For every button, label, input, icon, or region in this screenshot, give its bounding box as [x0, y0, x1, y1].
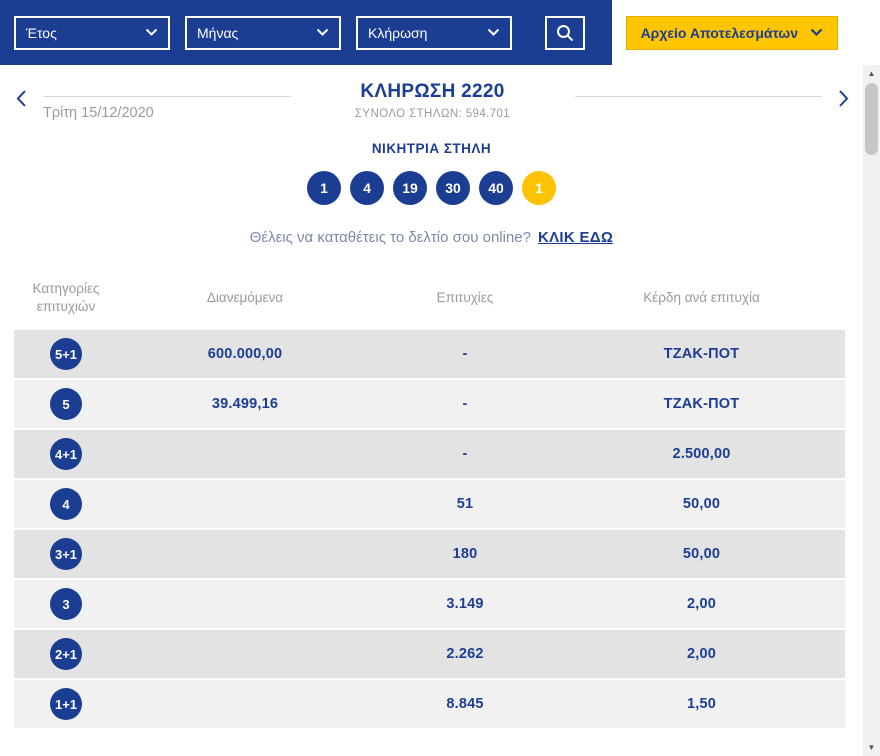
cell-wins: -	[462, 346, 468, 363]
winning-number: 30	[436, 171, 470, 205]
search-icon	[557, 24, 574, 41]
winning-numbers: 1 4 19 30 40 1	[0, 171, 863, 205]
cell-prize: 2,00	[686, 596, 717, 613]
cell-distributed: 600.000,00	[207, 346, 283, 363]
divider-line	[43, 96, 291, 97]
table-row: 5 39.499,16 - ΤΖΑΚ-ΠΟΤ	[14, 380, 845, 429]
table-row: 1+1 8.845 1,50	[14, 680, 845, 729]
cell-prize: ΤΖΑΚ-ΠΟΤ	[663, 396, 740, 413]
prev-draw-button[interactable]	[12, 89, 31, 111]
draw-title-block: ΚΛΗΡΩΣΗ 2220 ΣΥΝΟΛΟ ΣΤΗΛΩΝ: 594.701	[303, 81, 563, 120]
winning-column-section: ΝΙΚΗΤΡΙΑ ΣΤΗΛΗ 1 4 19 30 40 1	[0, 141, 863, 205]
category-badge: 5	[50, 388, 82, 421]
category-badge: 2+1	[50, 638, 82, 671]
header-wins: Επιτυχίες	[436, 290, 494, 306]
cell-wins: 2.262	[446, 646, 484, 663]
category-badge: 3	[50, 588, 82, 621]
winning-number: 19	[393, 171, 427, 205]
filters-toolbar: Έτος Μήνας Κλήρωση	[0, 0, 612, 65]
winning-number: 40	[479, 171, 513, 205]
online-bet-link[interactable]: ΚΛΙΚ ΕΔΩ	[538, 229, 614, 246]
header-categories: Κατηγορίες επιτυχιών	[32, 281, 100, 315]
chevron-down-icon	[145, 28, 158, 36]
cell-wins: 51	[456, 496, 474, 513]
table-row: 4+1 - 2.500,00	[14, 430, 845, 479]
chevron-left-icon	[16, 90, 26, 107]
table-row: 4 51 50,00	[14, 480, 845, 529]
header-prize: Κέρδη ανά επιτυχία	[643, 290, 760, 306]
online-bet-text: Θέλεις να καταθέτεις το δελτίο σου onlin…	[249, 229, 531, 246]
cell-wins: 3.149	[446, 596, 484, 613]
scrollbar: ▲ ▼	[863, 65, 880, 756]
header-left-block: Τρίτη 15/12/2020	[43, 81, 291, 121]
header-distributed: Διανεμόμενα	[206, 290, 284, 306]
cell-prize: 2.500,00	[672, 446, 731, 463]
month-select[interactable]: Μήνας	[185, 15, 341, 50]
draw-header: Τρίτη 15/12/2020 ΚΛΗΡΩΣΗ 2220 ΣΥΝΟΛΟ ΣΤΗ…	[0, 65, 863, 121]
results-table-header: Κατηγορίες επιτυχιών Διανεμόμενα Επιτυχί…	[14, 274, 845, 330]
cell-prize: ΤΖΑΚ-ΠΟΤ	[663, 346, 740, 363]
cell-prize: 50,00	[682, 496, 721, 513]
archive-results-button[interactable]: Αρχείο Αποτελεσμάτων	[625, 15, 838, 50]
winning-number: 1	[307, 171, 341, 205]
cell-wins: -	[462, 446, 468, 463]
table-row: 2+1 2.262 2,00	[14, 630, 845, 679]
scroll-up-button[interactable]: ▲	[863, 65, 880, 82]
search-button[interactable]	[545, 15, 585, 50]
category-badge: 3+1	[50, 538, 82, 571]
chevron-right-icon	[839, 90, 849, 107]
winning-column-title: ΝΙΚΗΤΡΙΑ ΣΤΗΛΗ	[371, 141, 492, 156]
header-right-block	[574, 81, 822, 97]
category-badge: 1+1	[50, 688, 82, 721]
results-table: Κατηγορίες επιτυχιών Διανεμόμενα Επιτυχί…	[14, 274, 845, 729]
table-row: 3+1 180 50,00	[14, 530, 845, 579]
cell-wins: -	[462, 396, 468, 413]
divider-line	[574, 96, 822, 97]
archive-area: Αρχείο Αποτελεσμάτων	[612, 0, 880, 65]
joker-number: 1	[522, 171, 556, 205]
table-row: 3 3.149 2,00	[14, 580, 845, 629]
cell-wins: 180	[452, 546, 478, 563]
draw-date: Τρίτη 15/12/2020	[43, 105, 154, 121]
online-bet-line: Θέλεις να καταθέτεις το δελτίο σου onlin…	[0, 229, 863, 246]
table-row: 5+1 600.000,00 - ΤΖΑΚ-ΠΟΤ	[14, 330, 845, 379]
category-badge: 5+1	[50, 338, 82, 371]
draw-select[interactable]: Κλήρωση	[356, 15, 512, 50]
month-select-label: Μήνας	[197, 24, 239, 41]
cell-prize: 2,00	[686, 646, 717, 663]
draw-select-label: Κλήρωση	[368, 24, 428, 41]
chevron-down-icon	[316, 28, 329, 36]
scrollbar-thumb[interactable]	[865, 83, 878, 155]
cell-prize: 1,50	[686, 696, 717, 713]
cell-prize: 50,00	[682, 546, 721, 563]
cell-wins: 8.845	[446, 696, 484, 713]
chevron-down-icon	[487, 28, 500, 36]
scroll-down-button[interactable]: ▼	[863, 739, 880, 756]
top-toolbar-row: Έτος Μήνας Κλήρωση Αρχείο Αποτελεσμάτων	[0, 0, 880, 65]
draw-subtitle: ΣΥΝΟΛΟ ΣΤΗΛΩΝ: 594.701	[354, 108, 511, 120]
year-select[interactable]: Έτος	[14, 15, 170, 50]
cell-distributed: 39.499,16	[211, 396, 279, 413]
draw-title: ΚΛΗΡΩΣΗ 2220	[360, 81, 505, 102]
category-badge: 4	[50, 488, 82, 521]
chevron-down-icon	[810, 28, 823, 37]
archive-results-label: Αρχείο Αποτελεσμάτων	[640, 24, 798, 41]
category-badge: 4+1	[50, 438, 82, 471]
winning-number: 4	[350, 171, 384, 205]
draw-content: Τρίτη 15/12/2020 ΚΛΗΡΩΣΗ 2220 ΣΥΝΟΛΟ ΣΤΗ…	[0, 65, 863, 729]
year-select-label: Έτος	[26, 24, 57, 41]
next-draw-button[interactable]	[834, 89, 853, 111]
